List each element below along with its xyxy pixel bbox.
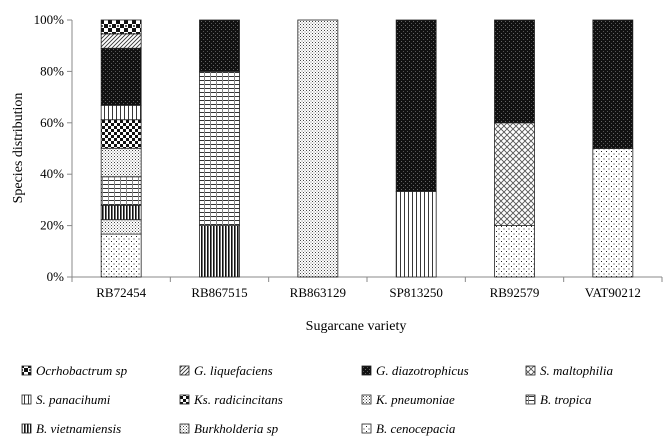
y-tick-label: 20% xyxy=(40,218,64,233)
y-axis: 0% 20% 40% 60% 80% 100% xyxy=(34,12,73,284)
legend-item: B. tropica xyxy=(525,392,592,407)
bar-segment xyxy=(100,204,142,221)
y-axis-title: Species distribution xyxy=(11,93,26,204)
bar-segment xyxy=(297,19,339,278)
y-tick-label: 60% xyxy=(40,115,64,130)
bar-stack xyxy=(395,19,437,278)
legend-label: B. tropica xyxy=(540,392,592,407)
legend-swatch xyxy=(21,423,32,434)
bar-segment xyxy=(494,19,535,124)
legend-item: Ocrhobactrum sp xyxy=(21,363,128,378)
bar-segment xyxy=(395,191,437,278)
x-tick-label: RB92579 xyxy=(490,285,540,300)
bar-segment xyxy=(100,233,142,278)
bar-segment xyxy=(100,219,142,235)
bar-segment xyxy=(199,19,240,72)
y-tick-label: 80% xyxy=(40,63,64,78)
x-tick-label: SP813250 xyxy=(389,285,442,300)
x-tick-label: RB863129 xyxy=(290,285,346,300)
bar-segment xyxy=(100,147,142,178)
x-axis: RB72454 RB867515 RB863129 SP813250 RB92579 VA… xyxy=(71,276,663,300)
legend-label: B. cenocepacia xyxy=(376,421,456,436)
legend-label: G. diazotrophicus xyxy=(376,363,469,378)
x-tick-label: VAT90212 xyxy=(585,285,641,300)
legend-label: S. panacihumi xyxy=(36,392,111,407)
legend-item: Ks. radicincitans xyxy=(179,392,283,407)
y-tick-label: 0% xyxy=(47,269,65,284)
legend-item: Burkholderia sp xyxy=(179,421,279,436)
legend-swatch xyxy=(361,423,372,434)
legend: Ocrhobactrum sp G. liquefaciens G. diazotr… xyxy=(21,363,613,436)
legend-swatch xyxy=(525,365,536,376)
legend-label: G. liquefaciens xyxy=(194,363,273,378)
legend-swatch xyxy=(361,394,372,405)
legend-swatch xyxy=(179,423,190,434)
bar-stack xyxy=(100,19,142,278)
x-axis-title: Sugarcane variety xyxy=(306,319,407,334)
legend-label: B. vietnamiensis xyxy=(36,421,121,436)
legend-label: Ocrhobactrum sp xyxy=(36,363,128,378)
bar-segment xyxy=(100,19,142,35)
bar-stack xyxy=(592,19,634,278)
legend-swatch xyxy=(179,394,190,405)
bar-segment xyxy=(199,225,240,278)
legend-label: Ks. radicincitans xyxy=(193,392,283,407)
bar-stack xyxy=(494,19,535,278)
bars xyxy=(100,19,634,278)
bar-segment xyxy=(100,47,142,106)
x-tick-label: RB867515 xyxy=(191,285,247,300)
legend-swatch xyxy=(361,365,372,376)
bar-segment xyxy=(395,19,437,192)
bar-segment xyxy=(100,119,142,149)
legend-swatch xyxy=(21,394,32,405)
x-tick-label: RB72454 xyxy=(96,285,146,300)
bar-segment xyxy=(592,148,634,278)
legend-label: S. maltophilia xyxy=(540,363,613,378)
bar-segment xyxy=(494,122,535,227)
legend-label: K. pneumoniae xyxy=(375,392,455,407)
bar-segment xyxy=(199,71,240,226)
bar-stack xyxy=(199,19,240,278)
legend-item: S. maltophilia xyxy=(525,363,613,378)
legend-item: S. panacihumi xyxy=(21,392,111,407)
legend-item: G. diazotrophicus xyxy=(361,363,469,378)
bar-segment xyxy=(100,176,142,206)
bar-segment xyxy=(100,33,142,49)
legend-swatch xyxy=(179,365,190,376)
bar-stack xyxy=(297,19,339,278)
y-tick-label: 40% xyxy=(40,166,64,181)
bar-segment xyxy=(494,225,535,278)
bar-segment xyxy=(592,19,634,149)
bar-segment xyxy=(100,104,142,121)
legend-item: G. liquefaciens xyxy=(179,363,273,378)
legend-item: B. vietnamiensis xyxy=(21,421,121,436)
legend-item: B. cenocepacia xyxy=(361,421,456,436)
legend-swatch xyxy=(21,365,32,376)
legend-item: K. pneumoniae xyxy=(361,392,455,407)
y-tick-label: 100% xyxy=(34,12,65,27)
legend-swatch xyxy=(525,394,536,405)
legend-label: Burkholderia sp xyxy=(194,421,279,436)
